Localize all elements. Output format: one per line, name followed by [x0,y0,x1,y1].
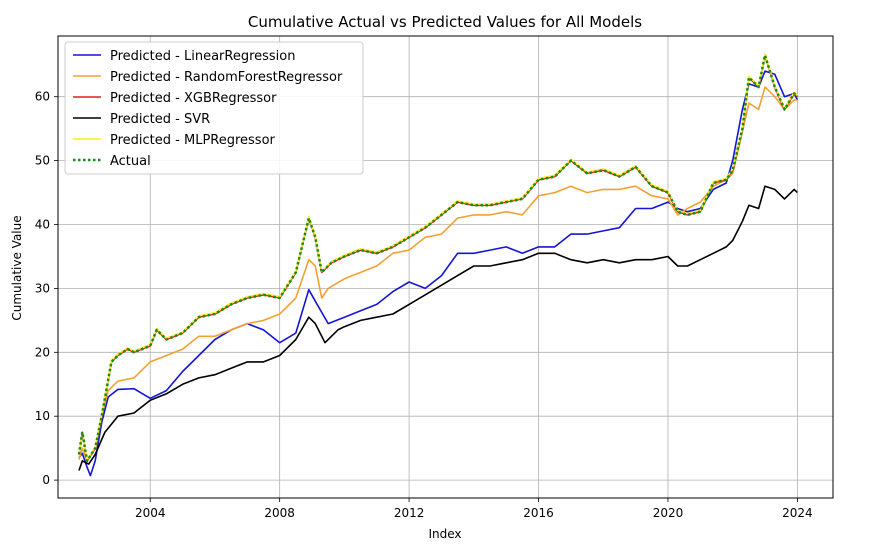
series-line-2 [78,86,798,462]
legend-label: Predicted - XGBRegressor [110,91,277,106]
grid [58,36,833,498]
series-lines [77,53,799,477]
series-line-6 [77,53,799,463]
y-tick-label: 60 [35,90,50,104]
y-tick-label: 10 [35,409,50,423]
x-tick-label: 2012 [394,506,425,520]
x-tick-label: 2020 [653,506,684,520]
y-tick-label: 30 [35,281,50,295]
y-tick-label: 20 [35,345,50,359]
plot-frame [57,35,834,499]
y-axis-ticks: 0 10 20 30 40 50 60 [35,90,58,487]
legend-label: Predicted - RandomForestRegressor [110,70,343,85]
y-tick-label: 50 [35,154,50,168]
x-axis-ticks: 2004 2008 2012 2016 2020 2024 [135,498,813,520]
x-tick-label: 2016 [523,506,554,520]
x-axis-label: Index [428,527,461,541]
series-line-4 [78,185,798,471]
chart-title: Cumulative Actual vs Predicted Values fo… [248,13,642,31]
y-tick-label: 0 [42,473,50,487]
x-tick-label: 2004 [135,506,166,520]
legend: Predicted - LinearRegression Predicted - … [64,41,364,175]
x-tick-label: 2024 [782,506,813,520]
legend-label: Predicted - MLPRegressor [110,133,276,148]
x-tick-label: 2008 [264,506,295,520]
y-tick-label: 40 [35,218,50,232]
y-axis-label: Cumulative Value [10,215,24,320]
legend-label: Actual [110,154,151,169]
series-line-1 [78,70,799,477]
legend-box [64,41,364,175]
legend-label: Predicted - SVR [110,112,210,127]
legend-label: Predicted - LinearRegression [110,49,296,64]
